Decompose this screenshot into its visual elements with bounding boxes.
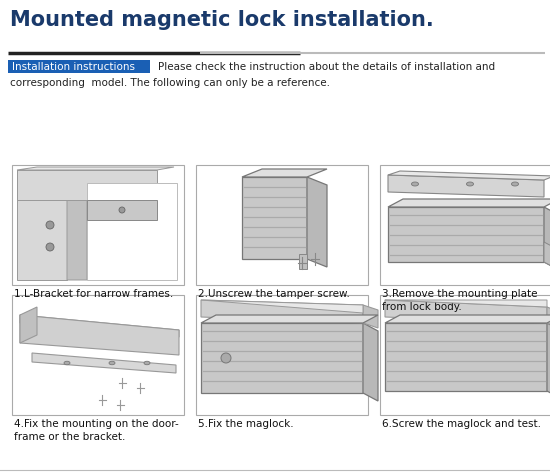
Polygon shape <box>544 207 550 270</box>
Polygon shape <box>32 353 176 373</box>
Polygon shape <box>388 175 544 197</box>
Ellipse shape <box>144 361 150 365</box>
Circle shape <box>46 221 54 229</box>
Bar <box>201 323 363 393</box>
Polygon shape <box>547 307 550 328</box>
Ellipse shape <box>411 182 419 186</box>
Polygon shape <box>201 315 378 323</box>
Circle shape <box>221 353 231 363</box>
Circle shape <box>119 207 125 213</box>
Text: 6.Screw the maglock and test.: 6.Screw the maglock and test. <box>382 419 541 429</box>
Polygon shape <box>388 171 550 180</box>
Polygon shape <box>201 300 363 323</box>
Bar <box>8 60 150 73</box>
Text: Mounted magnetic lock installation.: Mounted magnetic lock installation. <box>10 10 434 30</box>
Text: 4.Fix the mounting on the door-
frame or the bracket.: 4.Fix the mounting on the door- frame or… <box>14 419 179 442</box>
Polygon shape <box>67 170 87 280</box>
Bar <box>12 165 184 285</box>
Bar <box>242 177 307 259</box>
Polygon shape <box>17 167 174 170</box>
Polygon shape <box>242 169 327 177</box>
Text: Installation instructions: Installation instructions <box>12 61 135 71</box>
Polygon shape <box>363 323 378 401</box>
Circle shape <box>46 243 54 251</box>
Polygon shape <box>20 307 37 343</box>
Ellipse shape <box>512 182 519 186</box>
Polygon shape <box>385 315 550 323</box>
Bar <box>196 165 368 285</box>
Ellipse shape <box>109 361 115 365</box>
Text: corresponding  model. The following can only be a reference.: corresponding model. The following can o… <box>10 78 330 88</box>
Polygon shape <box>385 300 547 307</box>
Polygon shape <box>17 170 157 200</box>
Polygon shape <box>17 170 67 280</box>
Polygon shape <box>363 305 378 328</box>
Text: 2.Unscrew the tamper screw.: 2.Unscrew the tamper screw. <box>198 289 350 299</box>
Ellipse shape <box>64 361 70 365</box>
Polygon shape <box>547 323 550 399</box>
Polygon shape <box>307 177 327 267</box>
Bar <box>380 165 550 285</box>
Polygon shape <box>388 199 550 207</box>
Polygon shape <box>201 300 363 313</box>
Text: 3.Remove the mounting plate
from lock body.: 3.Remove the mounting plate from lock bo… <box>382 289 537 312</box>
Bar <box>196 295 368 415</box>
Text: 1.L-Bracket for narrow frames.: 1.L-Bracket for narrow frames. <box>14 289 173 299</box>
Bar <box>380 295 550 415</box>
Bar <box>385 323 547 391</box>
Bar <box>388 207 544 262</box>
Polygon shape <box>544 242 550 282</box>
Bar <box>299 254 307 269</box>
Ellipse shape <box>466 182 474 186</box>
Text: Please check the instruction about the details of installation and: Please check the instruction about the d… <box>158 61 495 71</box>
Polygon shape <box>385 300 547 323</box>
Text: 5.Fix the maglock.: 5.Fix the maglock. <box>198 419 294 429</box>
Polygon shape <box>20 315 179 337</box>
Bar <box>12 295 184 415</box>
Polygon shape <box>20 315 179 355</box>
Bar <box>87 183 177 280</box>
Polygon shape <box>87 200 157 220</box>
